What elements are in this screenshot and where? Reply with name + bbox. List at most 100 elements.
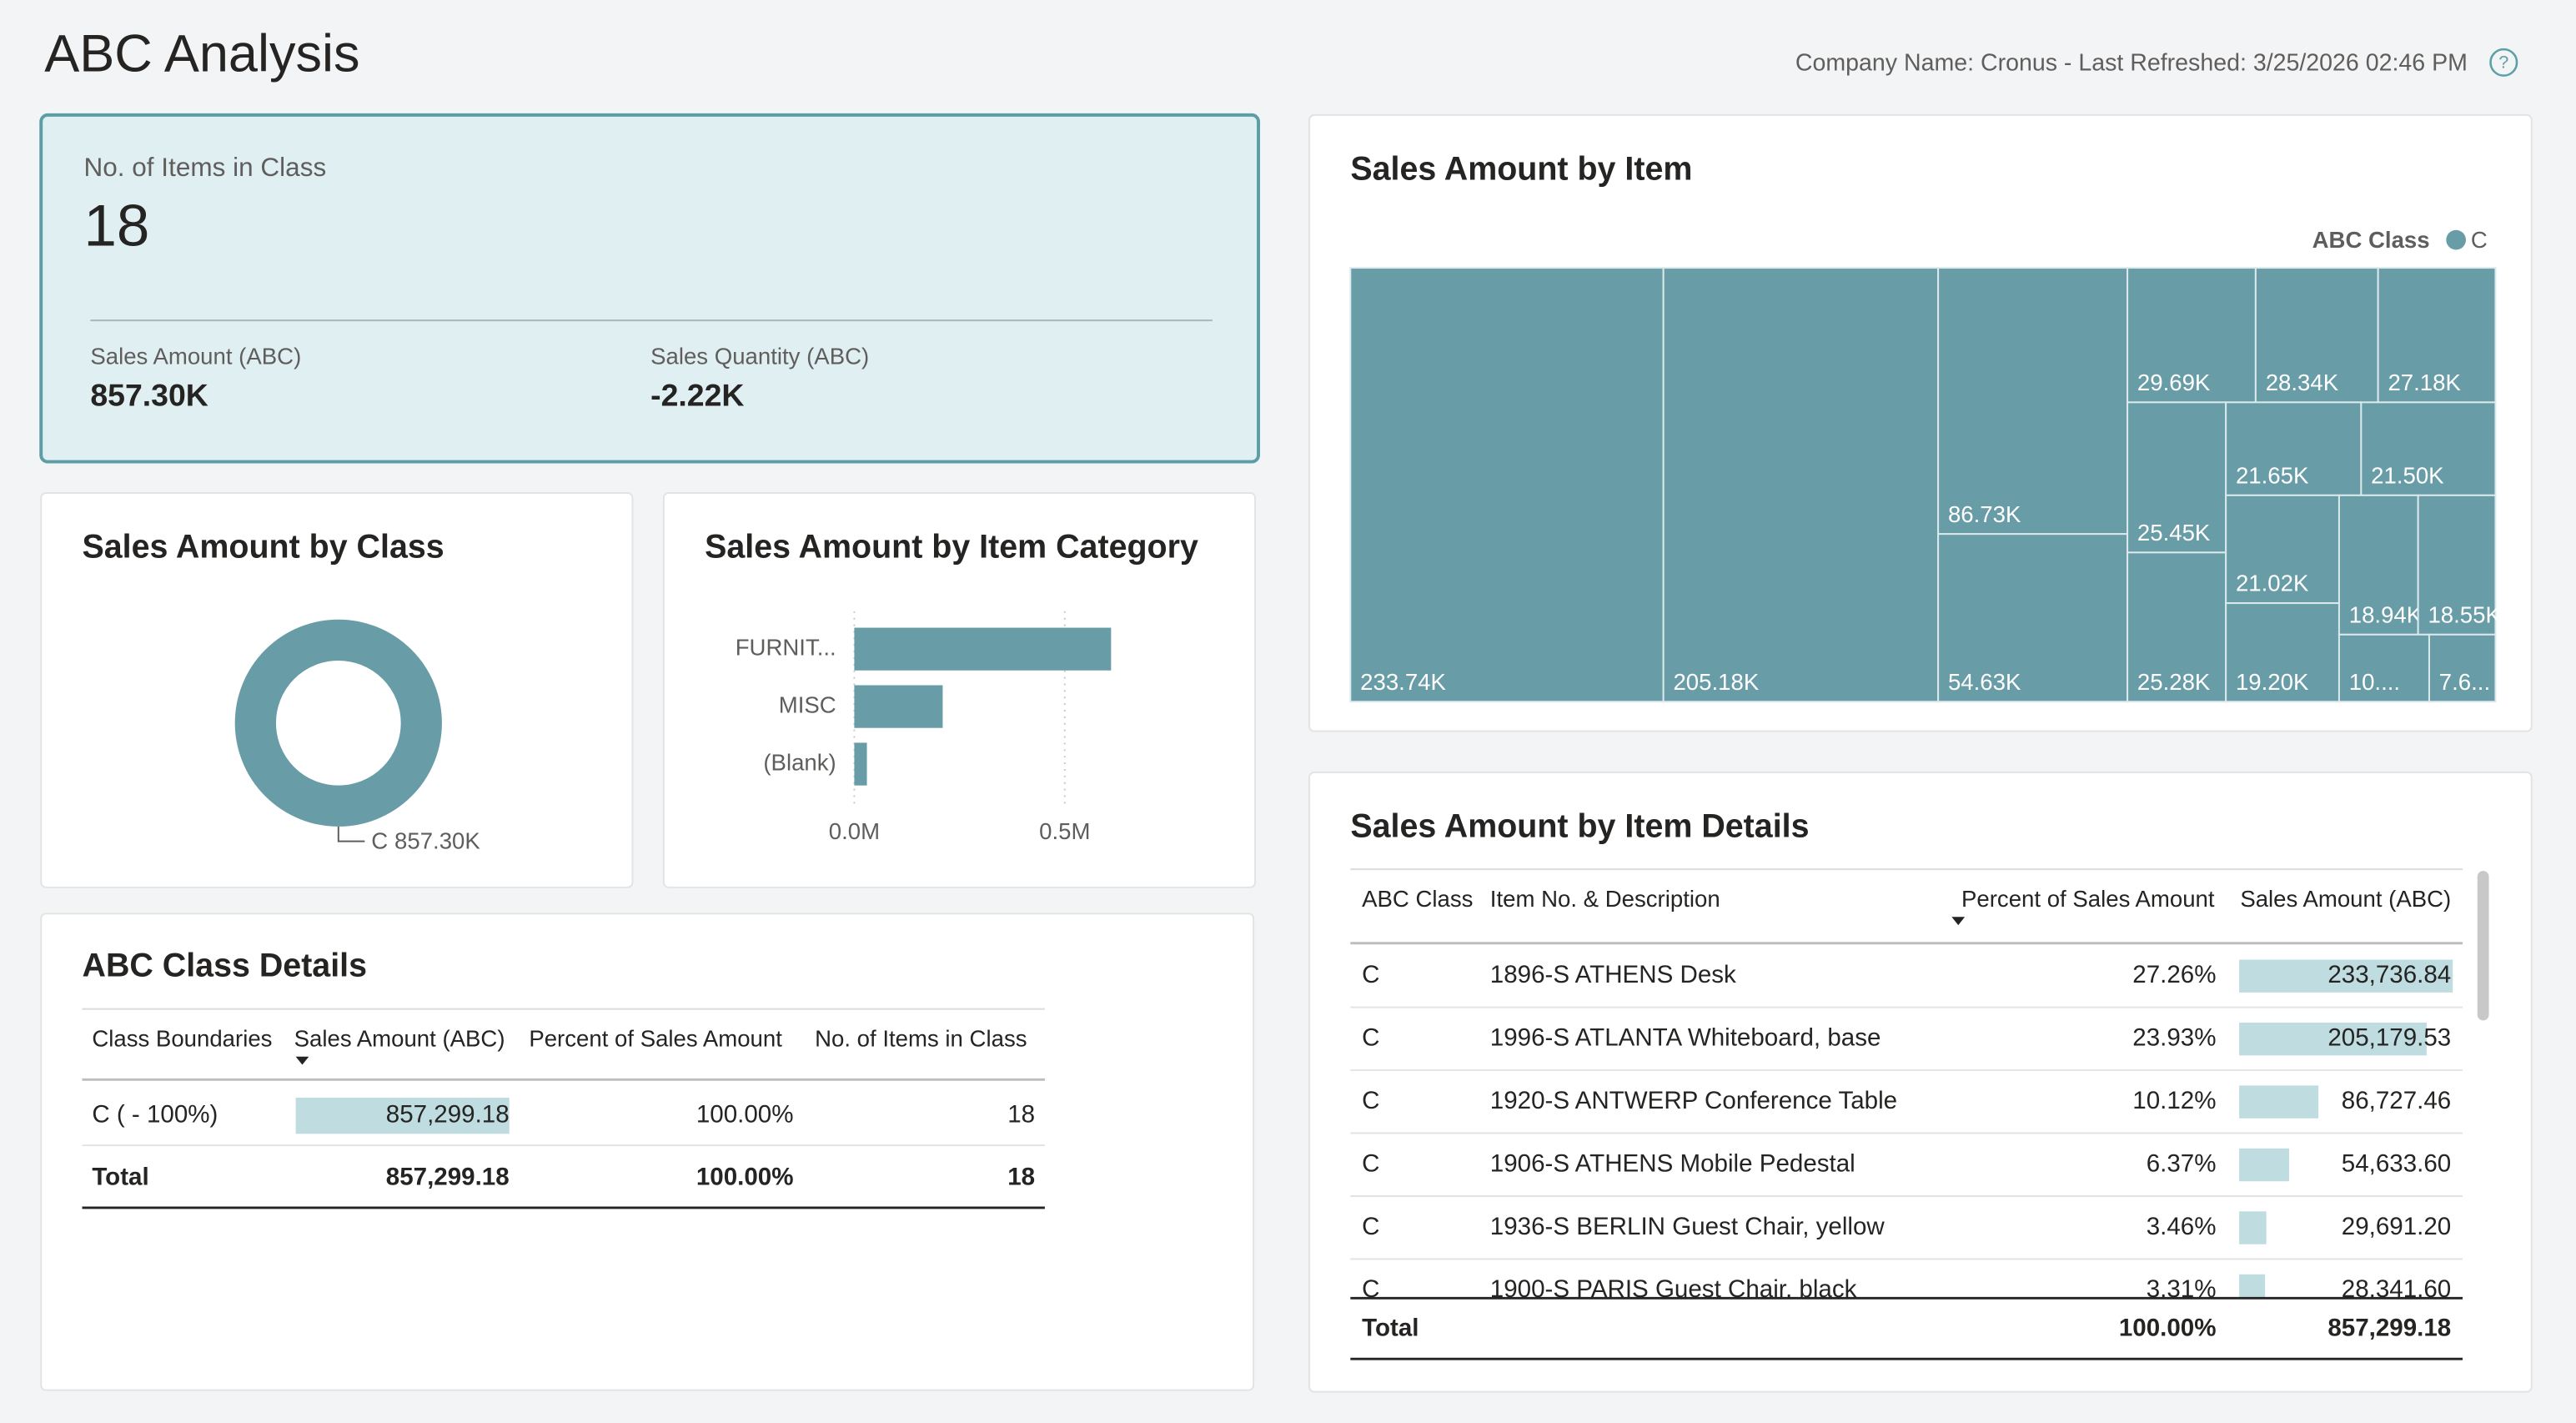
chart-title: Sales Amount by Item Category bbox=[705, 528, 1198, 565]
data-label: 27.18K bbox=[2388, 370, 2461, 395]
table-cell: 86,727.46 bbox=[2342, 1087, 2451, 1114]
data-label: 29.69K bbox=[2137, 370, 2211, 395]
treemap-tile bbox=[2337, 633, 2430, 703]
scrollbar[interactable] bbox=[2477, 871, 2489, 1021]
table-cell: 27.26% bbox=[2132, 961, 2216, 988]
total-cell: 18 bbox=[1007, 1163, 1035, 1190]
data-bar bbox=[2239, 1085, 2319, 1119]
page-title: ABC Analysis bbox=[44, 25, 359, 83]
treemap-tile bbox=[2225, 602, 2340, 703]
card bbox=[40, 492, 634, 888]
data-label: 28.34K bbox=[2266, 370, 2339, 395]
x-tick-label: 0.5M bbox=[1039, 818, 1090, 844]
total-cell: 100.00% bbox=[696, 1163, 794, 1190]
table-cell: C bbox=[1362, 1023, 1379, 1051]
bar bbox=[854, 627, 1112, 671]
total-cell: 100.00% bbox=[2119, 1315, 2217, 1342]
data-bar bbox=[295, 1097, 510, 1134]
table-cell: 10.12% bbox=[2132, 1087, 2216, 1114]
treemap-tile bbox=[1349, 267, 1665, 703]
total-cell: 857,299.18 bbox=[386, 1163, 510, 1190]
table-cell: 1996-S ATLANTA Whiteboard, base bbox=[1490, 1023, 1881, 1051]
card bbox=[1308, 771, 2533, 1393]
data-label: 233.74K bbox=[1360, 669, 1446, 695]
data-label: 21.50K bbox=[2371, 462, 2444, 488]
table-title: Sales Amount by Item Details bbox=[1350, 807, 1809, 844]
chart-title: Sales Amount by Item bbox=[1350, 150, 1692, 187]
data-label: 10.... bbox=[2349, 669, 2400, 695]
treemap-tile bbox=[2254, 267, 2379, 404]
table-title: ABC Class Details bbox=[83, 948, 368, 984]
bar bbox=[854, 685, 943, 728]
data-bar bbox=[2239, 1022, 2427, 1056]
column-header: Item No. & Description bbox=[1490, 886, 1720, 912]
table-cell: 857,299.18 bbox=[386, 1100, 510, 1128]
data-label: 25.45K bbox=[2137, 520, 2211, 546]
table-cell: 205,179.53 bbox=[2327, 1023, 2451, 1051]
table-body: C 1896-S ATHENS Desk 27.26% 233,736.84 C 1996… bbox=[1350, 959, 2463, 1303]
total-cell: Total bbox=[1362, 1315, 1419, 1342]
chart-title: Sales Amount by Class bbox=[83, 528, 444, 565]
column-header: Percent of Sales Amount bbox=[1961, 886, 2215, 912]
y-tick-label: FURNIT... bbox=[736, 634, 836, 660]
sort-indicator[interactable] bbox=[295, 1056, 309, 1065]
table-cell: 18 bbox=[1007, 1100, 1035, 1128]
treemap-tile bbox=[2377, 267, 2497, 404]
treemap-tile bbox=[2428, 633, 2497, 703]
data-label: 19.20K bbox=[2236, 669, 2309, 695]
treemap-tile bbox=[1937, 267, 2129, 536]
table-cell: 3.46% bbox=[2147, 1213, 2217, 1240]
table-cell: 1900-S PARIS Guest Chair, black bbox=[1490, 1275, 1857, 1303]
card bbox=[40, 913, 1255, 1391]
column-header: ABC Class bbox=[1362, 886, 1473, 912]
table-cell: C ( - 100%) bbox=[92, 1100, 218, 1128]
legend-marker bbox=[2446, 229, 2466, 250]
table-cell: 28,341.60 bbox=[2342, 1275, 2451, 1303]
column-header: Sales Amount (ABC) bbox=[2240, 886, 2451, 912]
data-label: 205.18K bbox=[1673, 669, 1759, 695]
column-header: No. of Items in Class bbox=[815, 1025, 1027, 1051]
data-label-category: C bbox=[371, 828, 388, 854]
treemap-tile bbox=[2417, 494, 2497, 636]
legend-title: ABC Class bbox=[2312, 227, 2430, 253]
data-bar bbox=[2239, 959, 2453, 993]
data-bar bbox=[2239, 1211, 2267, 1244]
table-cell: C bbox=[1362, 1149, 1379, 1177]
data-label: 54.63K bbox=[1948, 669, 2021, 695]
table-cell: C bbox=[1362, 961, 1379, 988]
table-cell: 54,633.60 bbox=[2342, 1149, 2451, 1177]
help-icon[interactable] bbox=[2489, 48, 2518, 77]
donut-slice bbox=[234, 619, 442, 827]
data-label: 7.6... bbox=[2439, 669, 2490, 695]
treemap-tile bbox=[2225, 494, 2340, 605]
total-cell: Total bbox=[92, 1163, 148, 1190]
data-bar bbox=[2239, 1274, 2266, 1299]
y-tick-label: (Blank) bbox=[763, 749, 836, 775]
table-cell: 3.31% bbox=[2147, 1275, 2217, 1303]
kpi-sub-value: 857.30K bbox=[90, 378, 208, 413]
data-label: 21.02K bbox=[2236, 571, 2309, 596]
data-label: 18.94K bbox=[2349, 601, 2423, 627]
data-bar bbox=[2239, 1148, 2289, 1182]
data-label: 25.28K bbox=[2137, 669, 2211, 695]
total-cell: 857,299.18 bbox=[2327, 1315, 2451, 1342]
column-header: Sales Amount (ABC) bbox=[294, 1025, 505, 1051]
sort-indicator[interactable] bbox=[1951, 917, 1966, 926]
kpi-sub-label: Sales Amount (ABC) bbox=[90, 344, 301, 370]
table-cell: 233,736.84 bbox=[2327, 961, 2451, 988]
table-cell: 1906-S ATHENS Mobile Pedestal bbox=[1490, 1149, 1855, 1177]
data-label: C 857.30K bbox=[371, 828, 480, 854]
table-cell: C bbox=[1362, 1213, 1379, 1240]
canvas: ABC Analysis Company Name: Cronus - Last … bbox=[39, 25, 2533, 1393]
table-cell: 1936-S BERLIN Guest Chair, yellow bbox=[1490, 1213, 1886, 1240]
treemap-tile bbox=[2127, 267, 2257, 404]
kpi-sub-value: -2.22K bbox=[650, 378, 744, 413]
table-cell: 23.93% bbox=[2132, 1023, 2216, 1051]
column-header: Percent of Sales Amount bbox=[529, 1025, 782, 1051]
help-icon-text: ? bbox=[2498, 52, 2508, 73]
table-cell: 29,691.20 bbox=[2342, 1213, 2451, 1240]
table-cell: 1896-S ATHENS Desk bbox=[1490, 961, 1736, 988]
kpi-label: No. of Items in Class bbox=[83, 152, 326, 182]
